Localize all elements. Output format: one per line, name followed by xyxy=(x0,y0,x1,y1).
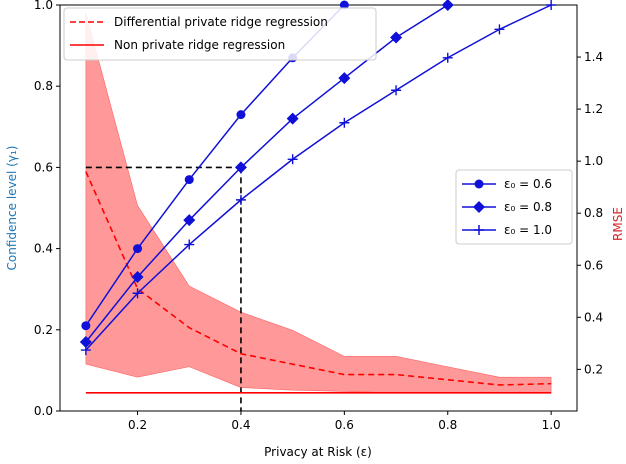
x-axis-label: Privacy at Risk (ε) xyxy=(264,445,372,459)
legend-eps08-label: ε₀ = 0.8 xyxy=(504,200,552,214)
series-eps08-point xyxy=(234,161,247,174)
series-eps06-point xyxy=(133,244,143,254)
series-eps08-point xyxy=(79,335,92,348)
series-eps08-point xyxy=(131,271,144,284)
legend-eps06-label: ε₀ = 0.6 xyxy=(504,177,552,191)
rmse-dp-line xyxy=(85,171,552,386)
x-tick-label: 0.8 xyxy=(438,418,457,432)
y-right-tick-label: 1.2 xyxy=(584,102,603,116)
series-eps10-point xyxy=(184,239,195,250)
series-eps10-point xyxy=(442,52,453,63)
x-tick-label: 0.2 xyxy=(128,418,147,432)
x-tick-label: 0.6 xyxy=(335,418,354,432)
series-eps10-point xyxy=(287,154,298,165)
legend-eps10-label: ε₀ = 1.0 xyxy=(504,223,552,237)
series-eps10-line xyxy=(85,4,552,351)
legend-right-box xyxy=(455,169,573,245)
y-right-tick-label: 1.4 xyxy=(584,50,603,64)
y-left-tick-label: 0.2 xyxy=(34,323,53,337)
series-eps10-point xyxy=(494,24,505,35)
series-eps06-point xyxy=(184,175,194,185)
series-eps10-point xyxy=(546,0,557,10)
series-eps10-point xyxy=(132,288,143,299)
legend-eps06-marker xyxy=(474,179,484,189)
legend-eps08-marker xyxy=(473,201,485,213)
y-left-tick-label: 0.0 xyxy=(34,404,53,418)
series-eps08-point xyxy=(390,31,403,44)
series-eps08-line xyxy=(85,4,449,343)
series-markers-layer xyxy=(79,0,557,356)
y-right-tick-label: 0.6 xyxy=(584,258,603,272)
axis-ticks-layer: 0.2 0.4 0.6 0.8 1.0 0.0 0.2 0.4 0.6 0.8 1.0 0.2 0.4 0… xyxy=(34,0,603,432)
series-eps06-point xyxy=(81,321,91,331)
series-eps06-point xyxy=(339,0,349,10)
y-right-tick-label: 1.0 xyxy=(584,154,603,168)
series-eps06-point xyxy=(236,110,246,120)
legend-top-left: Differential private ridge regression No… xyxy=(63,7,377,61)
y-left-tick-label: 1.0 xyxy=(34,0,53,12)
legend-np-label: Non private ridge regression xyxy=(114,38,285,52)
x-tick-label: 0.4 xyxy=(231,418,250,432)
y-left-tick-label: 0.8 xyxy=(34,79,53,93)
y-axis-left-label: Confidence level (γ₁) xyxy=(5,146,19,271)
series-eps10-point xyxy=(339,117,350,128)
y-right-tick-label: 0.2 xyxy=(584,362,603,376)
x-tick-label: 1.0 xyxy=(542,418,561,432)
plot-frame xyxy=(59,4,578,412)
y-right-tick-label: 0.4 xyxy=(584,310,603,324)
series-eps10-point xyxy=(391,85,402,96)
y-left-tick-label: 0.4 xyxy=(34,242,53,256)
legend-top-left-box xyxy=(63,7,377,61)
y-right-tick-label: 0.8 xyxy=(584,206,603,220)
y-left-tick-label: 0.6 xyxy=(34,160,53,174)
series-eps08-point xyxy=(183,214,196,227)
series-eps08-point xyxy=(441,0,454,11)
series-eps08-point xyxy=(338,72,351,85)
y-axis-right-label: RMSE xyxy=(611,207,625,241)
series-eps10-point xyxy=(80,345,91,356)
legend-right: ε₀ = 0.6 ε₀ = 0.8 ε₀ = 1.0 xyxy=(455,169,573,245)
series-eps08-point xyxy=(286,112,299,125)
legend-dp-label: Differential private ridge regression xyxy=(114,15,328,29)
series-eps10-point xyxy=(235,194,246,205)
guide-lines-layer xyxy=(85,166,242,411)
legend-eps10-marker xyxy=(474,225,484,235)
